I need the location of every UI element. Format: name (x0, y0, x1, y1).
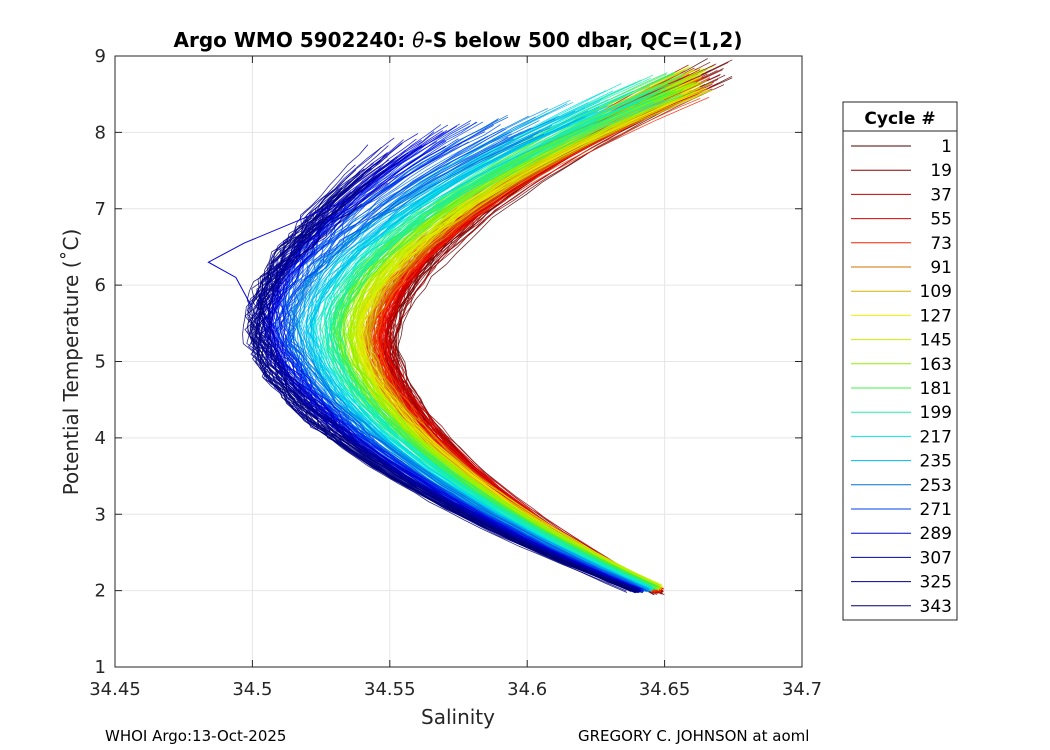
profile-line (328, 95, 665, 588)
x-tick-label: 34.6 (507, 679, 547, 700)
profile-line (263, 143, 641, 592)
legend-title: Cycle # (864, 109, 935, 129)
profile-line (293, 133, 641, 589)
x-tick-label: 34.7 (782, 679, 822, 700)
legend-label: 145 (920, 331, 952, 351)
y-tick-label: 9 (95, 46, 106, 67)
legend-label: 343 (920, 597, 952, 617)
profile-line (328, 102, 655, 588)
profile-line (251, 197, 627, 592)
x-tick-label: 34.65 (639, 679, 691, 700)
y-tick-label: 4 (95, 428, 106, 449)
profile-lines (242, 58, 733, 596)
profile-line (264, 159, 634, 589)
legend-label: 253 (920, 476, 952, 496)
profile-line (283, 131, 644, 590)
x-axis-label: Salinity (421, 705, 495, 729)
legend-label: 37 (930, 185, 952, 205)
profile-line (258, 180, 637, 592)
profile-line (382, 96, 710, 592)
profile-line (279, 139, 640, 592)
y-tick-label: 3 (95, 504, 106, 525)
profile-line (325, 97, 646, 591)
legend-label: 1 (941, 137, 952, 157)
legend-label: 19 (930, 161, 952, 181)
y-tick-label: 1 (95, 657, 106, 678)
chart-title: Argo WMO 5902240: θ-S below 500 dbar, QC… (174, 28, 743, 52)
profile-line (250, 173, 628, 593)
legend: Cycle # 1 19 37 55 73 91 109 127 145 163 181 199 217… (842, 101, 958, 621)
y-tick-label: 7 (95, 199, 106, 220)
footer-left: WHOI Argo:13-Oct-2025 (105, 727, 286, 745)
legend-label: 307 (920, 548, 952, 568)
legend-label: 181 (920, 379, 952, 399)
legend-label: 289 (920, 524, 952, 544)
y-tick-label: 6 (95, 275, 106, 296)
axis-ticks: 34.45 34.5 34.55 34.6 34.65 34.7 1 2 3 4 5 6 7 8 9 (89, 46, 822, 700)
profile-line (288, 136, 649, 592)
legend-label: 199 (920, 403, 952, 423)
profile-line (246, 190, 634, 591)
x-tick-label: 34.5 (232, 679, 272, 700)
profile-line (336, 95, 681, 587)
profile-line (324, 101, 653, 588)
legend-label: 127 (920, 306, 952, 326)
legend-label: 325 (920, 573, 952, 593)
footer-right: GREGORY C. JOHNSON at aoml (578, 727, 809, 745)
legend-label: 235 (920, 452, 952, 472)
profile-line (279, 121, 641, 590)
y-axis-label: Potential Temperature (˚C) (59, 229, 83, 496)
legend-label: 217 (920, 427, 952, 447)
legend-label: 271 (920, 500, 952, 520)
profile-line (242, 187, 632, 592)
legend-label: 73 (930, 234, 952, 254)
profile-line (298, 101, 651, 589)
x-tick-label: 34.45 (89, 679, 141, 700)
y-tick-label: 5 (95, 352, 106, 373)
y-tick-label: 2 (95, 581, 106, 602)
outlier-profile-line (207, 199, 349, 309)
legend-label: 163 (920, 355, 952, 375)
x-tick-label: 34.55 (364, 679, 416, 700)
legend-label: 55 (930, 210, 952, 230)
legend-label: 109 (920, 282, 952, 302)
legend-label: 91 (930, 258, 952, 278)
profile-line (329, 87, 667, 591)
y-tick-label: 8 (95, 122, 106, 143)
